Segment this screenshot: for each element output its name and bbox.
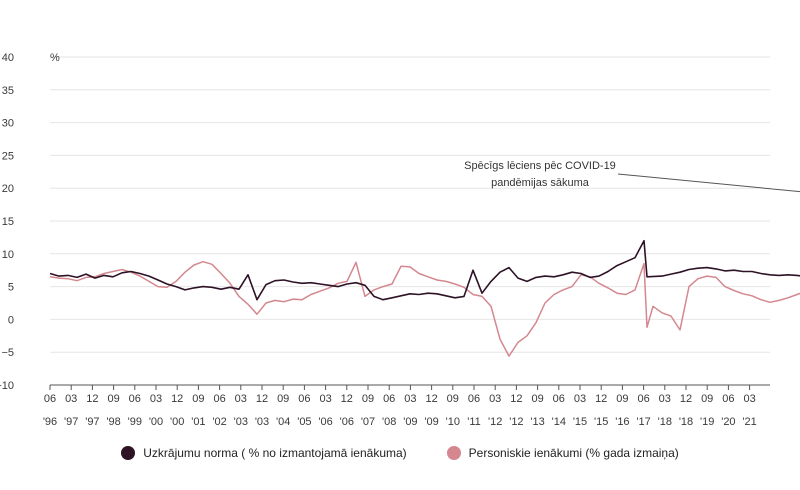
y-tick-label: 35: [2, 85, 14, 97]
x-tick-label-year: '13: [530, 416, 544, 428]
y-tick-label: 0: [8, 314, 14, 326]
x-tick-label-month: 12: [680, 393, 692, 405]
x-tick-label-year: '01: [191, 416, 205, 428]
legend-item-savings-rate: Uzkrājumu norma ( % no izmantojamā ienāk…: [121, 446, 407, 460]
y-tick-label: −10: [0, 380, 14, 392]
y-tick-label: 10: [2, 249, 14, 261]
annotation-line-1: Spēcīgs lēciens pēc COVID-19: [464, 160, 616, 172]
annotation-line-2: pandēmijas sākuma: [491, 177, 590, 189]
x-tick-label-year: '12: [488, 416, 502, 428]
x-tick-label-month: 09: [447, 393, 459, 405]
x-tick-label-year: '11: [467, 416, 481, 428]
legend-swatch-savings-rate: [121, 446, 136, 460]
legend-label-personal-income: Personiskie ienākumi (% gada izmaiņa): [468, 446, 679, 460]
y-tick-label: −5: [1, 347, 14, 359]
x-tick-label-month: 09: [531, 393, 543, 405]
x-tick-label-month: 09: [277, 393, 289, 405]
x-tick-label-month: 06: [722, 393, 734, 405]
x-tick-label-month: 03: [743, 393, 755, 405]
x-tick-label-year: '97: [64, 416, 78, 428]
x-tick-label-year: '09: [403, 416, 417, 428]
x-tick-label-year: '97: [85, 416, 99, 428]
x-axis-ticks: 06 '96 03 '97 12 '97 09 '98 06 '99 03 '00 12 '00 09 '01…: [43, 385, 757, 428]
legend-swatch-personal-income: [446, 446, 461, 460]
x-tick-label-year: '17: [636, 416, 650, 428]
x-tick-label-year: '06: [318, 416, 332, 428]
annotation-arrow: [617, 173, 800, 193]
x-tick-label-year: '04: [276, 416, 290, 428]
x-tick-label-year: '16: [615, 416, 629, 428]
x-tick-label-month: 12: [256, 393, 268, 405]
x-tick-label-month: 06: [383, 393, 395, 405]
y-tick-label: 25: [2, 150, 14, 162]
x-tick-label-year: '03: [255, 416, 269, 428]
x-tick-label-month: 09: [192, 393, 204, 405]
y-tick-label: 30: [2, 118, 14, 130]
x-tick-label-month: 06: [44, 393, 56, 405]
x-tick-label-month: 12: [595, 393, 607, 405]
y-tick-label: 20: [2, 183, 14, 195]
y-tick-label: 15: [2, 216, 14, 228]
x-tick-label-year: '07: [361, 416, 375, 428]
x-tick-label-year: '96: [43, 416, 57, 428]
series-lines: [49, 239, 800, 357]
x-tick-label-month: 06: [553, 393, 565, 405]
x-tick-label-month: 03: [659, 393, 671, 405]
x-tick-label-month: 03: [65, 393, 77, 405]
x-tick-label-year: '15: [594, 416, 608, 428]
x-tick-label-month: 06: [213, 393, 225, 405]
x-tick-label-year: '08: [382, 416, 396, 428]
x-tick-label-month: 03: [489, 393, 501, 405]
series-line-savings-rate: [49, 239, 800, 301]
x-tick-label-month: 12: [86, 393, 98, 405]
gridlines: [50, 56, 770, 353]
x-tick-label-year: '15: [573, 416, 587, 428]
series-line-personal-income: [49, 260, 800, 357]
x-tick-label-year: '05: [297, 416, 311, 428]
x-tick-label-month: 09: [616, 393, 628, 405]
x-tick-label-month: 12: [171, 393, 183, 405]
y-axis-ticks: 40 35 30 25 20 15 10 5 0 −5 −10: [0, 52, 14, 392]
x-tick-label-month: 03: [150, 393, 162, 405]
x-tick-label-month: 09: [107, 393, 119, 405]
x-tick-label-year: '20: [721, 416, 735, 428]
x-tick-label-month: 12: [510, 393, 522, 405]
x-tick-label-month: 06: [129, 393, 141, 405]
x-tick-label-year: '06: [340, 416, 354, 428]
x-tick-label-year: '09: [424, 416, 438, 428]
x-tick-label-year: '00: [149, 416, 163, 428]
x-tick-label-year: '02: [212, 416, 226, 428]
x-tick-label-month: 09: [362, 393, 374, 405]
legend-label-savings-rate: Uzkrājumu norma ( % no izmantojamā ienāk…: [143, 446, 407, 460]
x-tick-label-year: '21: [742, 416, 756, 428]
x-tick-label-year: '18: [679, 416, 693, 428]
x-tick-label-month: 09: [701, 393, 713, 405]
legend-item-personal-income: Personiskie ienākumi (% gada izmaiņa): [446, 446, 679, 460]
y-axis-unit-label: %: [50, 52, 60, 64]
x-tick-label-month: 06: [637, 393, 649, 405]
x-tick-label-month: 03: [235, 393, 247, 405]
x-tick-label-month: 03: [404, 393, 416, 405]
x-tick-label-year: '00: [170, 416, 184, 428]
x-tick-label-year: '03: [234, 416, 248, 428]
x-tick-label-year: '99: [128, 416, 142, 428]
x-tick-label-month: 12: [341, 393, 353, 405]
annotation: Spēcīgs lēciens pēc COVID-19 pandēmijas …: [464, 160, 800, 193]
y-tick-label: 40: [2, 52, 14, 64]
x-tick-label-month: 12: [425, 393, 437, 405]
x-tick-label-year: '98: [106, 416, 120, 428]
x-tick-label-year: '19: [700, 416, 714, 428]
x-tick-label-month: 06: [298, 393, 310, 405]
x-tick-label-year: '14: [552, 416, 566, 428]
x-tick-label-month: 06: [468, 393, 480, 405]
x-tick-label-month: 03: [319, 393, 331, 405]
x-tick-label-month: 03: [574, 393, 586, 405]
x-tick-label-year: '12: [509, 416, 523, 428]
x-tick-label-year: '18: [658, 416, 672, 428]
legend: Uzkrājumu norma ( % no izmantojamā ienāk…: [0, 446, 800, 460]
y-tick-label: 5: [8, 282, 14, 294]
x-tick-label-year: '10: [446, 416, 460, 428]
